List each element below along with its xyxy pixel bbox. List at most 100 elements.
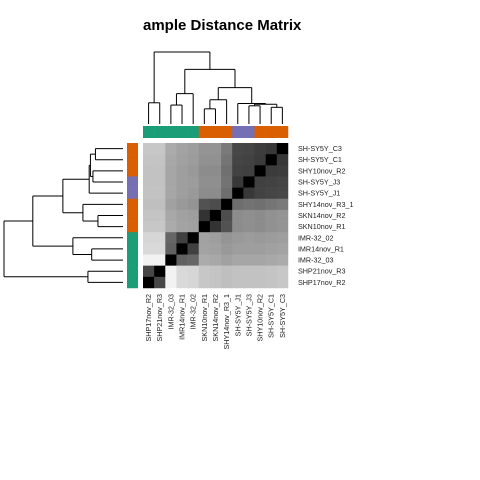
heatmap-cell bbox=[243, 243, 255, 255]
column-label: SH-SY5Y_J3 bbox=[244, 294, 253, 336]
heatmap-cell bbox=[165, 232, 177, 244]
left-dendrogram bbox=[3, 148, 123, 283]
heatmap-cell bbox=[243, 209, 255, 222]
column-label: SHY14nov_R3_1 bbox=[222, 294, 231, 350]
heatmap-cell bbox=[143, 243, 155, 255]
column-group-swatch bbox=[176, 126, 188, 138]
heatmap-cell bbox=[209, 143, 222, 155]
row-group-swatch bbox=[127, 221, 138, 233]
row-group-annotation bbox=[127, 143, 138, 289]
heatmap-cell bbox=[276, 254, 289, 266]
row-label: SHP21nov_R3 bbox=[298, 267, 346, 276]
heatmap-cell bbox=[198, 176, 211, 188]
row-label: SHY14nov_R3_1 bbox=[298, 200, 354, 209]
heatmap-cell bbox=[143, 154, 155, 166]
heatmap-cell bbox=[276, 276, 289, 289]
heatmap-cell bbox=[165, 143, 177, 155]
heatmap-cell bbox=[165, 265, 177, 278]
heatmap-cell bbox=[187, 176, 200, 188]
heatmap-cell bbox=[221, 176, 233, 188]
heatmap-cell bbox=[209, 243, 222, 255]
heatmap-cell bbox=[254, 232, 266, 244]
heatmap-cell bbox=[276, 187, 289, 200]
heatmap-cell bbox=[265, 165, 278, 177]
heatmap-cell bbox=[254, 154, 266, 166]
column-group-swatch bbox=[232, 126, 244, 138]
heatmap-cell bbox=[276, 154, 289, 166]
heatmap-cell bbox=[209, 209, 222, 222]
heatmap-cell bbox=[187, 143, 200, 155]
heatmap-cell bbox=[143, 276, 155, 289]
heatmap-cell bbox=[243, 187, 255, 200]
heatmap-cell bbox=[221, 265, 233, 278]
column-group-swatch bbox=[198, 126, 211, 138]
row-label: SHY10nov_R2 bbox=[298, 166, 346, 175]
heatmap-cell bbox=[154, 232, 166, 244]
heatmap-cell bbox=[254, 243, 266, 255]
heatmap-cell bbox=[154, 198, 166, 211]
column-labels: SHP17nov_R2 SHP21nov_R3 IMR-32_03 IMR14nov_… bbox=[144, 294, 287, 350]
heatmap-cell bbox=[154, 243, 166, 255]
heatmap-cell bbox=[243, 143, 255, 155]
heatmap-cell bbox=[243, 254, 255, 266]
heatmap-cell bbox=[221, 221, 233, 233]
heatmap-cell bbox=[221, 198, 233, 211]
heatmap-cell bbox=[265, 209, 278, 222]
heatmap-cell bbox=[154, 165, 166, 177]
row-group-swatch bbox=[127, 176, 138, 188]
heatmap-cell bbox=[165, 276, 177, 289]
heatmap-cell bbox=[254, 209, 266, 222]
heatmap-cell bbox=[198, 221, 211, 233]
heatmap-cell bbox=[232, 154, 244, 166]
heatmap-cell bbox=[243, 176, 255, 188]
heatmap-cell bbox=[265, 143, 278, 155]
heatmap-cell bbox=[198, 209, 211, 222]
heatmap-cell bbox=[254, 265, 266, 278]
heatmap-cell bbox=[176, 265, 188, 278]
heatmap-cell bbox=[198, 243, 211, 255]
heatmap-cell bbox=[265, 187, 278, 200]
heatmap-cell bbox=[232, 209, 244, 222]
row-group-swatch bbox=[127, 232, 138, 244]
heatmap-cell bbox=[232, 254, 244, 266]
heatmap-cell bbox=[165, 176, 177, 188]
heatmap-cell bbox=[198, 143, 211, 155]
heatmap-cell bbox=[265, 232, 278, 244]
heatmap-cell bbox=[254, 254, 266, 266]
heatmap-cell bbox=[198, 187, 211, 200]
row-label: SKN10nov_R1 bbox=[298, 222, 346, 231]
row-label: IMR14nov_R1 bbox=[298, 244, 344, 253]
heatmap-cell bbox=[232, 143, 244, 155]
heatmap-cell bbox=[165, 209, 177, 222]
heatmap-cell bbox=[254, 276, 266, 289]
heatmap-cell bbox=[176, 276, 188, 289]
column-label: SKN14nov_R2 bbox=[211, 294, 220, 342]
row-group-swatch bbox=[127, 209, 138, 222]
heatmap-cell bbox=[276, 165, 289, 177]
column-label: IMR14nov_R1 bbox=[178, 294, 187, 340]
row-group-swatch bbox=[127, 265, 138, 278]
heatmap-cell bbox=[232, 198, 244, 211]
heatmap-cell bbox=[243, 232, 255, 244]
heatmap-cell bbox=[154, 221, 166, 233]
heatmap-cell bbox=[154, 176, 166, 188]
heatmap-cell bbox=[209, 276, 222, 289]
heatmap-cell bbox=[143, 209, 155, 222]
row-label: SH-SY5Y_J3 bbox=[298, 178, 340, 187]
heatmap-cell bbox=[176, 143, 188, 155]
heatmap-cell bbox=[154, 209, 166, 222]
heatmap-cell bbox=[221, 187, 233, 200]
heatmap-cell bbox=[165, 198, 177, 211]
heatmap-cell bbox=[209, 165, 222, 177]
heatmap-cell bbox=[221, 254, 233, 266]
heatmap-cell bbox=[243, 265, 255, 278]
heatmap-cell bbox=[187, 265, 200, 278]
heatmap-cell bbox=[254, 187, 266, 200]
heatmap-cell bbox=[165, 243, 177, 255]
row-group-swatch bbox=[127, 165, 138, 177]
heatmap-cell bbox=[154, 265, 166, 278]
column-label: IMR-32_03 bbox=[166, 294, 175, 330]
heatmap-cell bbox=[165, 221, 177, 233]
heatmap-cell bbox=[176, 243, 188, 255]
column-label: SHP21nov_R3 bbox=[155, 294, 164, 342]
